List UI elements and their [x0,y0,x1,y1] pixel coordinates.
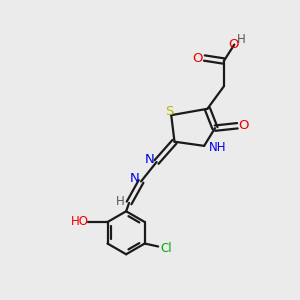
Text: O: O [193,52,203,64]
Text: H: H [236,33,245,46]
Text: H: H [116,195,125,208]
Text: O: O [239,119,249,132]
Text: N: N [130,172,140,185]
Text: S: S [166,105,174,118]
Text: O: O [228,38,239,50]
Text: N: N [145,152,155,166]
Text: NH: NH [209,141,226,154]
Text: HO: HO [71,215,89,228]
Text: Cl: Cl [161,242,172,254]
